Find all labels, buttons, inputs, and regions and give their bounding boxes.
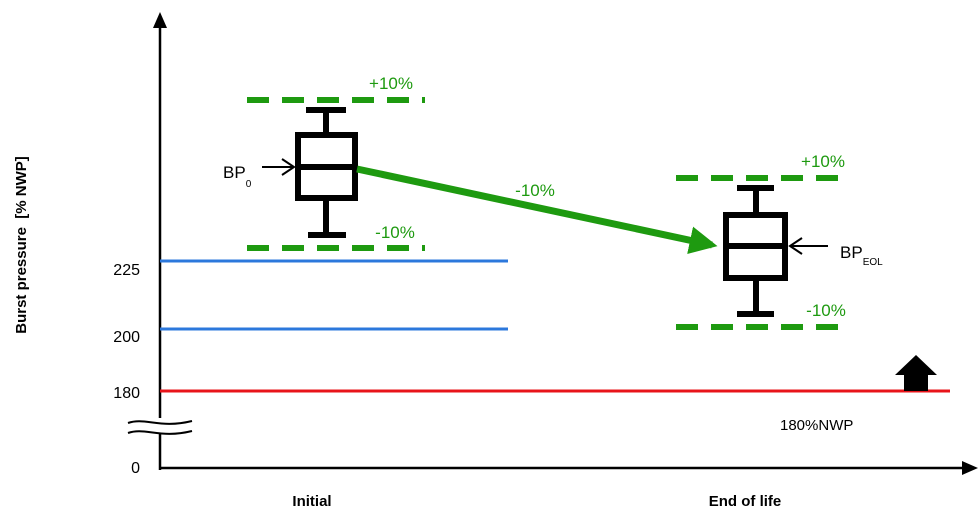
initial-upper-label: +10% (369, 74, 413, 93)
y-tick-200: 200 (113, 329, 140, 346)
y-axis-arrowhead (153, 12, 167, 28)
y-axis (153, 12, 167, 470)
trend-arrow-label: -10% (515, 181, 555, 200)
y-tick-225: 225 (113, 262, 140, 279)
trend-arrow (356, 165, 718, 255)
eol-lower-label: -10% (806, 301, 846, 320)
y-tick-0: 0 (131, 460, 140, 477)
eol-upper-label: +10% (801, 152, 845, 171)
red-line-label: 180%NWP (780, 417, 853, 434)
up-arrow-icon (895, 355, 937, 391)
bpeol-main: BP (840, 243, 863, 262)
x-axis-arrowhead (962, 461, 978, 475)
y-tick-180: 180 (113, 385, 140, 402)
x-category-end-of-life: End of life (709, 493, 782, 510)
bpeol-sub: EOL (863, 257, 883, 268)
bp0-main: BP (223, 163, 246, 182)
initial-lower-label: -10% (375, 223, 415, 242)
x-category-initial: Initial (292, 493, 331, 510)
svg-text:BPEOL: BPEOL (840, 243, 883, 268)
svg-text:BP0: BP0 (223, 163, 252, 190)
bp0-annotation: BP0 (223, 158, 296, 190)
bpeol-annotation: BPEOL (788, 237, 883, 268)
y-axis-label: Burst pressure [% NWP] (13, 156, 30, 334)
bp0-sub: 0 (246, 179, 252, 190)
eol-box-plot (723, 185, 788, 317)
initial-box-plot (295, 107, 358, 238)
x-axis (160, 461, 978, 475)
axis-break-icon (126, 418, 194, 435)
